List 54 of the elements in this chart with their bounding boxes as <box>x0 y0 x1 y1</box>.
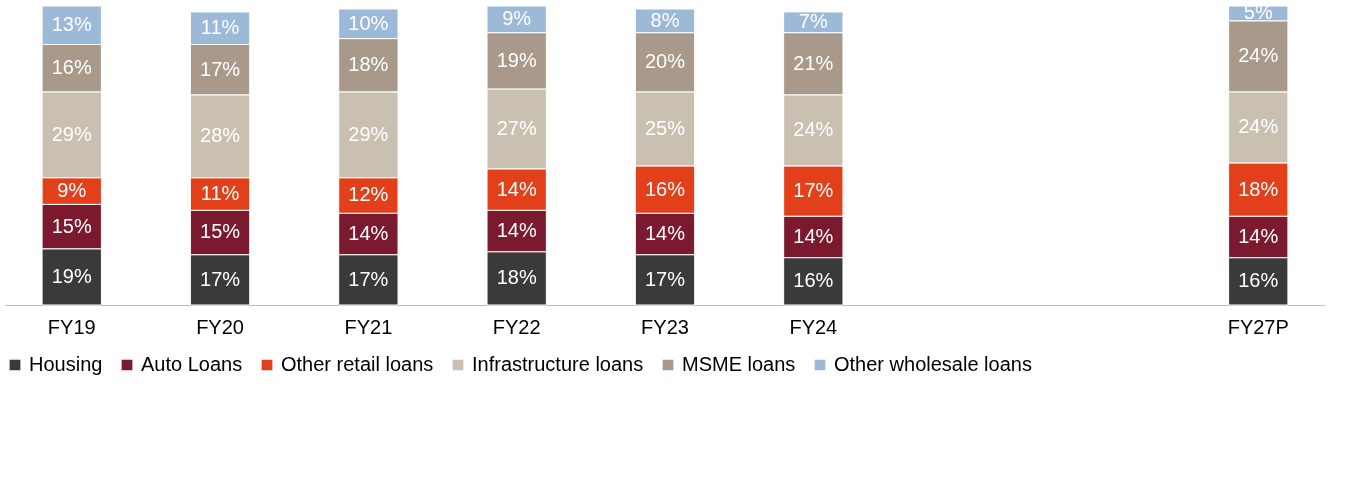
x-tick-label: FY19 <box>47 315 96 338</box>
legend-label: Other wholesale loans <box>834 353 1032 375</box>
legend-label: Housing <box>29 353 103 375</box>
data-label: 14% <box>496 177 537 200</box>
data-label: 11% <box>200 16 240 39</box>
data-label: 13% <box>51 13 92 36</box>
data-label: 14% <box>348 221 389 244</box>
data-label: 14% <box>644 221 686 244</box>
data-label: 12% <box>348 183 389 206</box>
legend-label: Other retail loans <box>281 353 434 375</box>
data-label: 17% <box>793 179 834 202</box>
legend-label: Auto Loans <box>141 353 243 375</box>
data-label: 16% <box>793 269 834 292</box>
data-label: 19% <box>51 264 92 287</box>
data-label: 27% <box>496 116 537 139</box>
data-label: 16% <box>644 177 686 200</box>
data-label: 24% <box>1238 115 1279 138</box>
x-tick-label: FY24 <box>789 315 838 338</box>
data-label: 17% <box>200 267 241 290</box>
data-label: 19% <box>496 48 537 71</box>
data-label: 24% <box>1238 44 1279 67</box>
data-label: 25% <box>644 116 686 139</box>
data-label: 28% <box>200 124 241 147</box>
data-label: 15% <box>51 214 92 237</box>
data-label: 17% <box>200 57 241 80</box>
data-label: 17% <box>348 267 389 290</box>
data-label: 16% <box>1238 269 1279 292</box>
x-tick-label: FY27P <box>1227 315 1289 338</box>
data-label: 8% <box>650 8 680 31</box>
data-label: 29% <box>348 122 389 145</box>
x-tick-label: FY23 <box>641 315 689 338</box>
x-tick-label: FY21 <box>344 315 393 338</box>
data-label: 7% <box>798 10 828 33</box>
data-label: 21% <box>793 51 834 74</box>
legend-label: Infrastructure loans <box>472 353 644 375</box>
data-label: 14% <box>1238 224 1279 247</box>
legend-label: MSME loans <box>682 353 796 375</box>
data-label: 15% <box>200 220 241 243</box>
data-label: 18% <box>348 53 389 76</box>
data-label: 20% <box>644 50 686 73</box>
x-tick-label: FY22 <box>492 315 541 338</box>
data-label: 17% <box>644 267 686 290</box>
data-label: 10% <box>348 11 389 34</box>
data-label: 11% <box>200 181 240 204</box>
data-label: 9% <box>502 7 532 30</box>
data-label: 14% <box>793 224 834 247</box>
x-tick-label: FY20 <box>196 315 244 338</box>
data-label: 18% <box>496 266 537 289</box>
data-label: 24% <box>793 118 834 141</box>
data-label: 18% <box>1238 177 1279 200</box>
data-label: 9% <box>57 179 87 202</box>
data-label: 29% <box>51 122 92 145</box>
data-label: 16% <box>51 56 92 79</box>
data-label: 14% <box>496 218 537 241</box>
